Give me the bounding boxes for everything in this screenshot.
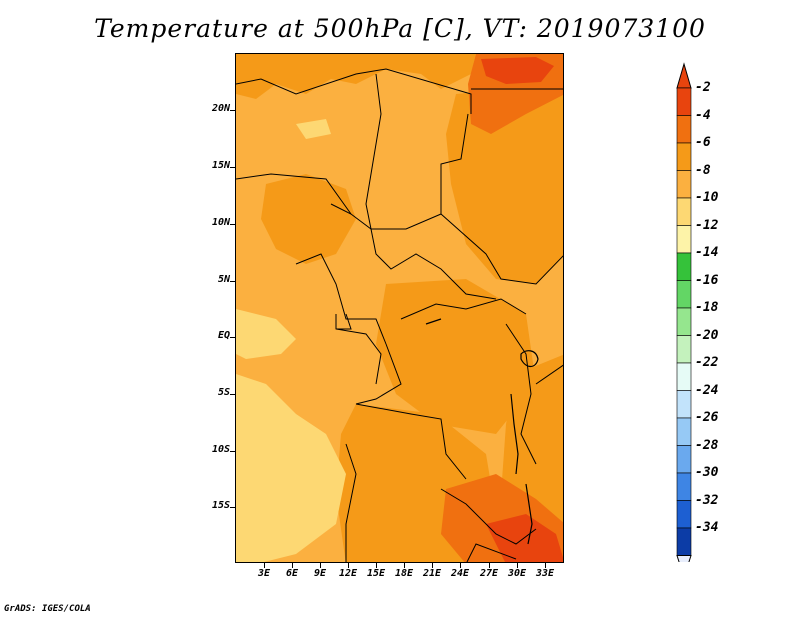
colorbar-label: -16 xyxy=(695,272,719,288)
colorbar-swatch xyxy=(676,417,692,446)
longitude-tick xyxy=(292,563,293,568)
longitude-tick xyxy=(489,563,490,568)
colorbar-swatch xyxy=(676,142,692,171)
colorbar-swatch xyxy=(676,390,692,419)
field-region-west-sahel xyxy=(236,54,476,99)
colorbar-swatch xyxy=(676,87,692,116)
longitude-label: 6E xyxy=(285,568,299,579)
latitude-label: 10S xyxy=(211,444,230,455)
latitude-tick xyxy=(230,224,235,225)
longitude-tick xyxy=(460,563,461,568)
colorbar-swatch xyxy=(676,500,692,529)
colorbar-graphic xyxy=(676,62,692,580)
longitude-label: 27E xyxy=(479,568,499,579)
latitude-label: 20N xyxy=(211,103,230,114)
colorbar xyxy=(676,62,692,580)
longitude-label: 3E xyxy=(257,568,271,579)
colorbar-swatch xyxy=(676,225,692,254)
colorbar-swatch xyxy=(676,307,692,336)
colorbar-swatch xyxy=(676,527,692,556)
longitude-label: 24E xyxy=(450,568,470,579)
latitude-tick xyxy=(230,451,235,452)
latitude-label: 10N xyxy=(211,217,230,228)
colorbar-bottom-arrow xyxy=(676,555,692,580)
colorbar-swatch xyxy=(676,197,692,226)
colorbar-label: -30 xyxy=(695,465,719,480)
longitude-label: 12E xyxy=(338,568,358,579)
longitude-label: 9E xyxy=(313,568,327,579)
colorbar-label: -22 xyxy=(695,355,719,370)
field-cool-sahara xyxy=(296,119,331,139)
colorbar-label: -6 xyxy=(695,135,711,150)
longitude-tick xyxy=(264,563,265,568)
field-region-nigeria xyxy=(261,174,356,264)
field-region-congo xyxy=(376,279,536,434)
longitude-label: 18E xyxy=(394,568,414,579)
colorbar-label: -12 xyxy=(695,217,719,233)
colorbar-label: -32 xyxy=(695,492,719,508)
colorbar-top-arrow xyxy=(676,62,692,89)
colorbar-label: -28 xyxy=(695,437,719,453)
longitude-label: 30E xyxy=(507,568,527,579)
latitude-tick xyxy=(230,281,235,282)
colorbar-label: -10 xyxy=(695,190,719,205)
field-cool-gulf xyxy=(236,309,296,359)
colorbar-label: -18 xyxy=(695,300,719,315)
latitude-tick xyxy=(230,507,235,508)
colorbar-label: -24 xyxy=(695,382,719,398)
field-region-sudan xyxy=(446,84,563,284)
colorbar-label: -8 xyxy=(695,162,711,178)
longitude-tick xyxy=(517,563,518,568)
colorbar-label: -26 xyxy=(695,410,719,425)
colorbar-swatch xyxy=(676,115,692,144)
field-cool-atlantic xyxy=(236,374,346,562)
latitude-label: 15N xyxy=(211,160,230,171)
colorbar-label: -2 xyxy=(695,80,711,95)
longitude-tick xyxy=(348,563,349,568)
colorbar-label: -4 xyxy=(695,107,711,123)
colorbar-swatch xyxy=(676,280,692,309)
longitude-tick xyxy=(432,563,433,568)
lakes xyxy=(425,318,539,545)
longitude-tick xyxy=(320,563,321,568)
longitude-tick xyxy=(376,563,377,568)
colorbar-swatch xyxy=(676,252,692,281)
credit-text: GrADS: IGES/COLA xyxy=(4,604,91,614)
colorbar-label: -20 xyxy=(695,327,719,343)
colorbar-label: -14 xyxy=(695,245,719,260)
map-title: Temperature at 500hPa [C], VT: 201907310… xyxy=(94,14,706,43)
longitude-tick xyxy=(545,563,546,568)
colorbar-swatch xyxy=(676,335,692,364)
latitude-tick xyxy=(230,167,235,168)
latitude-label: 5S xyxy=(217,387,230,398)
colorbar-swatch xyxy=(676,170,692,199)
latitude-tick xyxy=(230,337,235,338)
latitude-label: 15S xyxy=(211,500,230,511)
temperature-map xyxy=(235,53,564,563)
colorbar-swatch xyxy=(676,362,692,391)
longitude-label: 33E xyxy=(535,568,555,579)
latitude-tick xyxy=(230,110,235,111)
latitude-label: EQ xyxy=(217,330,230,341)
latitude-label: 5N xyxy=(217,274,230,285)
colorbar-swatch xyxy=(676,445,692,474)
field-hotspot-far-ne xyxy=(481,57,554,84)
longitude-tick xyxy=(404,563,405,568)
latitude-tick xyxy=(230,394,235,395)
longitude-label: 21E xyxy=(422,568,442,579)
map-canvas xyxy=(236,54,563,562)
country-borders xyxy=(236,68,563,562)
colorbar-label: -34 xyxy=(695,520,719,535)
colorbar-swatch xyxy=(676,472,692,501)
longitude-label: 15E xyxy=(366,568,386,579)
